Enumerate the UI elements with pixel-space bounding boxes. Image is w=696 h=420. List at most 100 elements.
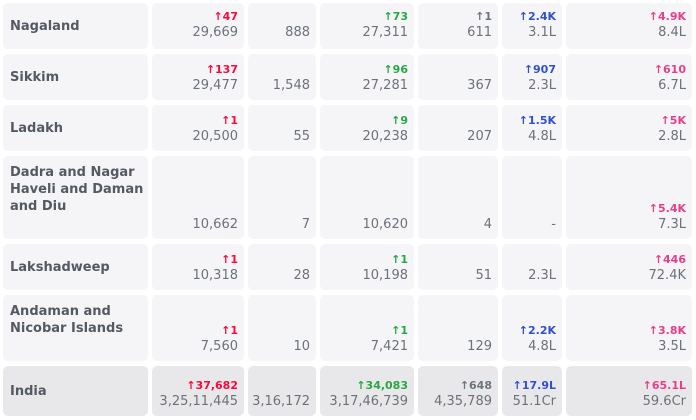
confirmed-cell: ↑1 7,560 [152,295,244,361]
tested-delta: ↑2.2K [518,324,556,337]
confirmed-cell: ↑47 29,669 [152,3,244,49]
deceased-delta: ↑648 [459,379,492,392]
confirmed-value: 7,560 [200,339,238,354]
tested-cell: ↑1.5K 4.8L [502,105,562,151]
tested-value: 2.3L [528,78,556,93]
vaccinated-value: 2.8L [658,129,686,144]
tested-value: 51.1Cr [512,394,556,409]
tested-value: 4.8L [528,339,556,354]
deceased-value: 207 [467,129,492,144]
tested-cell: ↑2.2K 4.8L [502,295,562,361]
vaccinated-value: 7.3L [658,217,686,232]
deceased-cell: ↑648 4,35,789 [418,366,498,416]
state-name[interactable]: Ladakh [3,105,148,151]
state-name[interactable]: Lakshadweep [3,244,148,290]
tested-cell: 2.3L [502,244,562,290]
recovered-cell: ↑9 20,238 [320,105,414,151]
active-value: 1,548 [272,78,310,93]
vaccinated-delta: ↑65.1L [642,379,686,392]
recovered-cell: 10,620 [320,156,414,239]
confirmed-delta: ↑1 [221,324,238,337]
vaccinated-delta: ↑5K [660,114,686,127]
table-row[interactable]: Sikkim ↑137 29,477 1,548 ↑96 27,281 367 … [0,54,696,100]
active-cell: 10 [248,295,316,361]
recovered-delta: ↑34,083 [356,379,408,392]
recovered-value: 20,238 [362,129,409,144]
confirmed-cell: ↑1 10,318 [152,244,244,290]
confirmed-delta: ↑1 [221,114,238,127]
vaccinated-value: 72.4K [648,268,686,283]
active-cell: 55 [248,105,316,151]
confirmed-cell: ↑37,682 3,25,11,445 [152,366,244,416]
state-name[interactable]: Dadra and Nagar Haveli and Daman and Diu [3,156,148,239]
tested-value: 4.8L [528,129,556,144]
tested-delta: ↑2.4K [518,10,556,23]
confirmed-cell: ↑1 20,500 [152,105,244,151]
confirmed-value: 20,500 [192,129,239,144]
state-name[interactable]: Andaman and Nicobar Islands [3,295,148,361]
confirmed-cell: 10,662 [152,156,244,239]
deceased-cell: 4 [418,156,498,239]
recovered-value: 10,198 [362,268,409,283]
state-name[interactable]: Nagaland [3,3,148,49]
active-value: 28 [293,268,310,283]
vaccinated-cell: ↑610 6.7L [566,54,692,100]
vaccinated-cell: ↑4.9K 8.4L [566,3,692,49]
recovered-cell: ↑1 7,421 [320,295,414,361]
confirmed-value: 10,318 [192,268,239,283]
recovered-delta: ↑1 [391,253,408,266]
recovered-value: 10,620 [362,217,409,232]
deceased-value: 4 [483,217,492,232]
active-cell: 1,548 [248,54,316,100]
confirmed-delta: ↑137 [205,63,238,76]
active-value: 55 [293,129,310,144]
recovered-cell: ↑34,083 3,17,46,739 [320,366,414,416]
confirmed-value: 29,669 [192,25,239,40]
vaccinated-value: 59.6Cr [642,394,686,409]
vaccinated-cell: ↑446 72.4K [566,244,692,290]
deceased-cell: 51 [418,244,498,290]
recovered-value: 27,281 [362,78,409,93]
recovered-cell: ↑96 27,281 [320,54,414,100]
confirmed-value: 29,477 [192,78,239,93]
vaccinated-cell: ↑3.8K 3.5L [566,295,692,361]
active-cell: 888 [248,3,316,49]
state-name[interactable]: Sikkim [3,54,148,100]
confirmed-delta: ↑1 [221,253,238,266]
recovered-value: 27,311 [362,25,409,40]
table-row[interactable]: Andaman and Nicobar Islands ↑1 7,560 10 … [0,295,696,361]
confirmed-value: 10,662 [192,217,239,232]
total-row[interactable]: India ↑37,682 3,25,11,445 3,16,172 ↑34,0… [0,366,696,416]
table-row[interactable]: Nagaland ↑47 29,669 888 ↑73 27,311 ↑1 61… [0,3,696,49]
active-cell: 3,16,172 [248,366,316,416]
vaccinated-value: 8.4L [658,25,686,40]
recovered-delta: ↑9 [391,114,408,127]
table-row[interactable]: Dadra and Nagar Haveli and Daman and Diu… [0,156,696,239]
active-value: 888 [285,25,310,40]
confirmed-delta: ↑37,682 [186,379,238,392]
vaccinated-cell: ↑5K 2.8L [566,105,692,151]
tested-value: 3.1L [528,25,556,40]
tested-value: - [551,217,556,232]
vaccinated-delta: ↑3.8K [648,324,686,337]
confirmed-delta: ↑47 [213,10,238,23]
recovered-delta: ↑1 [391,324,408,337]
vaccinated-delta: ↑4.9K [648,10,686,23]
tested-delta: ↑907 [523,63,556,76]
total-label[interactable]: India [3,366,148,416]
vaccinated-cell: ↑65.1L 59.6Cr [566,366,692,416]
vaccinated-delta: ↑446 [653,253,686,266]
table-row[interactable]: Lakshadweep ↑1 10,318 28 ↑1 10,198 51 2.… [0,244,696,290]
deceased-value: 129 [467,339,492,354]
recovered-cell: ↑1 10,198 [320,244,414,290]
active-value: 7 [301,217,310,232]
confirmed-cell: ↑137 29,477 [152,54,244,100]
vaccinated-cell: ↑5.4K 7.3L [566,156,692,239]
tested-delta: ↑17.9L [512,379,556,392]
tested-cell: ↑17.9L 51.1Cr [502,366,562,416]
recovered-delta: ↑96 [383,63,408,76]
deceased-cell: 367 [418,54,498,100]
recovered-cell: ↑73 27,311 [320,3,414,49]
table-row[interactable]: Ladakh ↑1 20,500 55 ↑9 20,238 207 ↑1.5K … [0,105,696,151]
